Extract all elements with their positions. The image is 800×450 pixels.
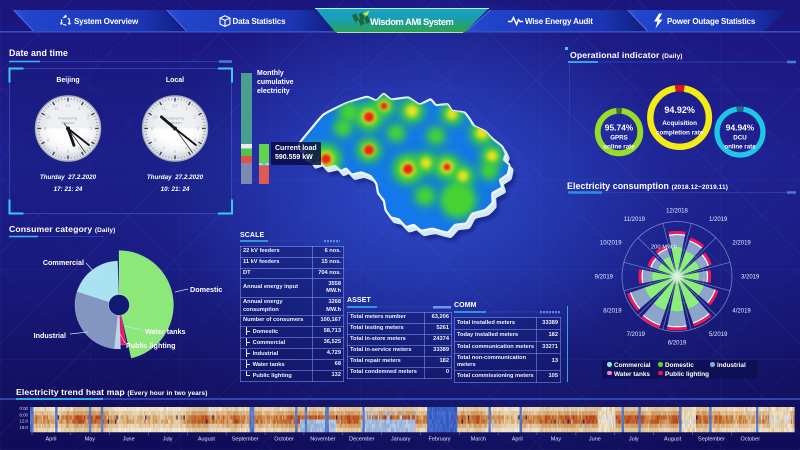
svg-text:Powered by: Powered by [59, 117, 78, 121]
svg-text:200 MW.h: 200 MW.h [651, 245, 677, 251]
svg-text:Powered by: Powered by [166, 117, 185, 121]
svg-text:Public lighting: Public lighting [126, 341, 176, 350]
svg-text:Wisdom: Wisdom [62, 121, 75, 125]
svg-text:November: November [310, 437, 336, 443]
svg-text:11: 11 [161, 106, 166, 111]
svg-text:May: May [551, 437, 562, 443]
svg-text:12: 12 [65, 103, 71, 108]
svg-text:12: 12 [172, 103, 178, 108]
svg-text:6: 6 [67, 149, 70, 154]
svg-text:0:00: 0:00 [19, 406, 28, 411]
svg-text:August: August [198, 437, 216, 443]
svg-text:online rate: online rate [603, 144, 635, 151]
svg-text:2: 2 [87, 115, 90, 120]
svg-text:11: 11 [54, 106, 59, 111]
svg-text:October: October [741, 437, 761, 443]
svg-text:completion rate: completion rate [656, 130, 704, 137]
svg-text:6:00: 6:00 [19, 412, 28, 417]
svg-text:August: August [664, 437, 682, 443]
svg-text:94.92%: 94.92% [664, 105, 695, 115]
svg-text:March: March [471, 437, 486, 443]
svg-text:1: 1 [185, 106, 188, 111]
svg-text:11/2019: 11/2019 [624, 217, 646, 223]
svg-text:April: April [45, 437, 56, 443]
svg-text:1/2019: 1/2019 [709, 217, 728, 223]
svg-text:4: 4 [194, 138, 197, 143]
svg-text:June: June [123, 437, 135, 443]
svg-text:Acquisition: Acquisition [662, 120, 697, 127]
svg-text:Wisdom: Wisdom [169, 121, 182, 125]
svg-text:DCU: DCU [733, 135, 747, 142]
svg-text:September: September [232, 437, 259, 443]
svg-text:1: 1 [78, 106, 81, 111]
svg-text:10/2019: 10/2019 [600, 241, 622, 247]
svg-text:18:0: 18:0 [19, 425, 28, 430]
svg-text:5: 5 [185, 146, 188, 151]
svg-text:9: 9 [44, 126, 47, 131]
svg-text:3: 3 [90, 126, 93, 131]
svg-text:Industrial: Industrial [34, 331, 66, 340]
svg-text:12:0: 12:0 [19, 419, 28, 424]
svg-text:Domestic: Domestic [190, 285, 222, 294]
svg-text:June: June [589, 437, 601, 443]
svg-text:September: September [698, 437, 725, 443]
svg-text:4: 4 [87, 138, 90, 143]
svg-text:8: 8 [154, 138, 157, 143]
svg-text:6: 6 [174, 149, 177, 154]
svg-text:8: 8 [47, 138, 50, 143]
svg-text:July: July [629, 437, 639, 443]
svg-text:January: January [391, 437, 411, 443]
svg-text:2/2019: 2/2019 [732, 241, 751, 247]
svg-text:April: April [512, 437, 523, 443]
svg-text:10: 10 [153, 115, 159, 120]
svg-text:5: 5 [78, 146, 81, 151]
svg-text:3: 3 [197, 126, 200, 131]
svg-text:GPRS: GPRS [610, 135, 628, 142]
svg-text:July: July [163, 437, 173, 443]
svg-text:5/2019: 5/2019 [709, 332, 728, 338]
svg-text:95.74%: 95.74% [605, 123, 634, 133]
svg-text:Data Statistics: Data Statistics [233, 17, 287, 26]
svg-text:12/2018: 12/2018 [666, 209, 688, 215]
svg-text:7/2019: 7/2019 [627, 332, 646, 338]
svg-text:7: 7 [55, 146, 58, 151]
svg-text:10: 10 [46, 115, 52, 120]
svg-text:8/2019: 8/2019 [603, 309, 622, 315]
svg-text:Wisdom AMI System: Wisdom AMI System [370, 17, 454, 27]
svg-text:6/2019: 6/2019 [668, 341, 687, 347]
svg-text:December: December [349, 437, 375, 443]
svg-text:4/2019: 4/2019 [732, 309, 751, 315]
svg-text:94.94%: 94.94% [726, 123, 755, 133]
svg-text:Commercial: Commercial [43, 258, 84, 267]
svg-text:February: February [428, 437, 450, 443]
svg-text:3/2019: 3/2019 [741, 275, 760, 281]
svg-text:Water tanks: Water tanks [145, 327, 185, 336]
svg-text:May: May [85, 437, 96, 443]
svg-text:October: October [274, 437, 294, 443]
svg-text:System Overview: System Overview [74, 17, 139, 26]
svg-text:Wise Energy Audit: Wise Energy Audit [525, 17, 593, 26]
svg-text:Power Outage Statistics: Power Outage Statistics [667, 17, 756, 26]
svg-text:2: 2 [194, 115, 197, 120]
svg-text:7: 7 [162, 146, 165, 151]
svg-text:9: 9 [151, 126, 154, 131]
svg-text:9/2019: 9/2019 [595, 275, 614, 281]
svg-text:online rate: online rate [724, 144, 756, 151]
